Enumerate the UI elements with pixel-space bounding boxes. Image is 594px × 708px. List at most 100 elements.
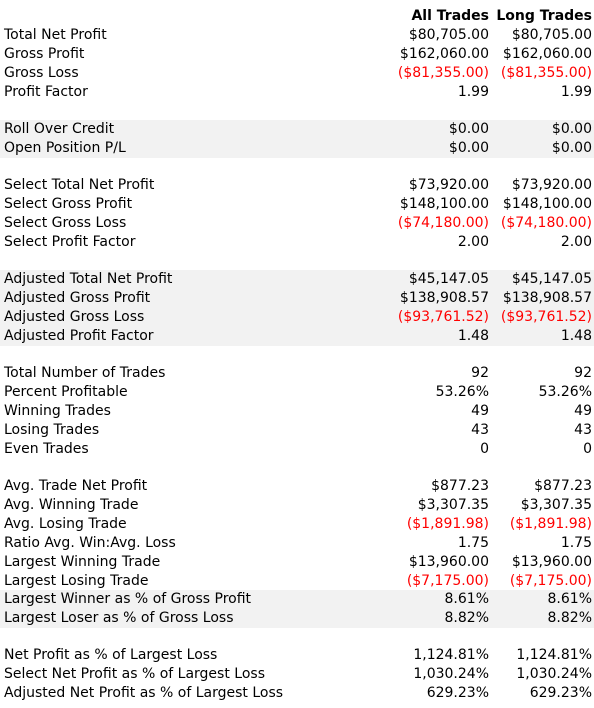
metric-row: Roll Over Credit $0.00 $0.00: [0, 120, 594, 139]
metric-label: Adjusted Net Profit as % of Largest Loss: [4, 685, 284, 701]
metric-label: Select Total Net Profit: [4, 177, 155, 193]
metric-row: Total Net Profit $80,705.00 $80,705.00: [0, 26, 594, 45]
metric-row: Losing Trades 43 43: [0, 421, 594, 440]
long-trades-value: 0: [583, 441, 592, 457]
long-trades-value: ($7,175.00): [509, 573, 592, 589]
long-trades-value: $0.00: [551, 121, 592, 137]
long-trades-value: ($81,355.00): [500, 65, 592, 81]
metric-label: Avg. Losing Trade: [4, 516, 127, 532]
metric-row: Adjusted Total Net Profit $45,147.05 $45,1…: [0, 270, 594, 289]
metric-row: Net Profit as % of Largest Loss 1,124.81%…: [0, 646, 594, 665]
metric-row: Total Number of Trades 92 92: [0, 364, 594, 383]
metric-label: Avg. Winning Trade: [4, 497, 139, 513]
all-trades-value: 1.48: [457, 328, 489, 344]
report-section: Avg. Trade Net Profit $877.23 $877.23 Avg. …: [0, 477, 594, 591]
long-trades-value: 8.82%: [547, 610, 592, 626]
all-trades-value: 53.26%: [435, 384, 489, 400]
metric-row: Avg. Winning Trade $3,307.35 $3,307.35: [0, 496, 594, 515]
all-trades-value: 8.61%: [444, 591, 489, 607]
metric-row: Largest Loser as % of Gross Loss 8.82% 8.8…: [0, 609, 594, 628]
long-trades-value: 1.75: [560, 535, 592, 551]
long-trades-value: $13,960.00: [511, 554, 592, 570]
metric-label: Adjusted Total Net Profit: [4, 271, 173, 287]
long-trades-value: $80,705.00: [511, 27, 592, 43]
metric-row: Select Gross Profit $148,100.00 $148,100.0…: [0, 195, 594, 214]
all-trades-value: 0: [480, 441, 489, 457]
long-trades-value: 49: [574, 403, 592, 419]
all-trades-value: 1,124.81%: [413, 647, 489, 663]
column-header-long-trades: Long Trades: [496, 8, 592, 24]
all-trades-value: 1.99: [457, 84, 489, 100]
metric-row: Select Profit Factor 2.00 2.00: [0, 233, 594, 252]
report-section: Largest Winner as % of Gross Profit 8.61%…: [0, 590, 594, 628]
metric-label: Select Net Profit as % of Largest Loss: [4, 666, 265, 682]
metric-label: Losing Trades: [4, 422, 100, 438]
all-trades-value: ($74,180.00): [397, 215, 489, 231]
long-trades-value: 92: [574, 365, 592, 381]
metric-label: Even Trades: [4, 441, 89, 457]
all-trades-value: 629.23%: [426, 685, 489, 701]
long-trades-value: $45,147.05: [511, 271, 592, 287]
long-trades-value: 1.48: [560, 328, 592, 344]
metric-label: Total Net Profit: [4, 27, 107, 43]
report-section: Adjusted Total Net Profit $45,147.05 $45,1…: [0, 270, 594, 346]
long-trades-value: 8.61%: [547, 591, 592, 607]
metric-label: Largest Loser as % of Gross Loss: [4, 610, 234, 626]
all-trades-value: $80,705.00: [408, 27, 489, 43]
all-trades-value: $138,908.57: [399, 290, 489, 306]
metric-label: Ratio Avg. Win:Avg. Loss: [4, 535, 176, 551]
metric-row: Avg. Trade Net Profit $877.23 $877.23: [0, 477, 594, 496]
all-trades-value: 1,030.24%: [413, 666, 489, 682]
long-trades-value: $162,060.00: [502, 46, 592, 62]
all-trades-value: 49: [471, 403, 489, 419]
long-trades-value: $877.23: [534, 478, 592, 494]
metric-row: Largest Winner as % of Gross Profit 8.61%…: [0, 590, 594, 609]
metric-row: Profit Factor 1.99 1.99: [0, 83, 594, 102]
report-section: Net Profit as % of Largest Loss 1,124.81%…: [0, 646, 594, 703]
long-trades-value: 53.26%: [538, 384, 592, 400]
long-trades-value: ($93,761.52): [500, 309, 592, 325]
metric-row: Adjusted Net Profit as % of Largest Loss…: [0, 684, 594, 703]
metric-row: Largest Winning Trade $13,960.00 $13,960.0…: [0, 553, 594, 572]
metric-label: Adjusted Gross Loss: [4, 309, 145, 325]
all-trades-value: $73,920.00: [408, 177, 489, 193]
long-trades-value: ($1,891.98): [509, 516, 592, 532]
metric-label: Total Number of Trades: [4, 365, 166, 381]
metric-label: Select Gross Loss: [4, 215, 127, 231]
metric-label: Largest Losing Trade: [4, 573, 149, 589]
metric-label: Gross Profit: [4, 46, 85, 62]
metric-label: Largest Winning Trade: [4, 554, 161, 570]
report-section: Roll Over Credit $0.00 $0.00 Open Position …: [0, 120, 594, 158]
all-trades-value: $45,147.05: [408, 271, 489, 287]
metric-label: Largest Winner as % of Gross Profit: [4, 591, 252, 607]
all-trades-value: $148,100.00: [399, 196, 489, 212]
metric-row: Largest Losing Trade ($7,175.00) ($7,175.0…: [0, 572, 594, 591]
long-trades-value: 43: [574, 422, 592, 438]
metric-row: Adjusted Profit Factor 1.48 1.48: [0, 327, 594, 346]
metric-row: Adjusted Gross Profit $138,908.57 $138,908…: [0, 289, 594, 308]
metric-row: Even Trades 0 0: [0, 440, 594, 459]
all-trades-value: 43: [471, 422, 489, 438]
all-trades-value: $3,307.35: [417, 497, 489, 513]
report-section: Select Total Net Profit $73,920.00 $73,920…: [0, 176, 594, 252]
metric-label: Profit Factor: [4, 84, 88, 100]
long-trades-value: 629.23%: [529, 685, 592, 701]
all-trades-value: ($7,175.00): [406, 573, 489, 589]
all-trades-value: $0.00: [448, 140, 489, 156]
metric-label: Avg. Trade Net Profit: [4, 478, 148, 494]
metric-label: Select Gross Profit: [4, 196, 133, 212]
metric-row: Ratio Avg. Win:Avg. Loss 1.75 1.75: [0, 534, 594, 553]
long-trades-value: $3,307.35: [520, 497, 592, 513]
all-trades-value: $0.00: [448, 121, 489, 137]
metric-label: Adjusted Gross Profit: [4, 290, 151, 306]
metric-label: Open Position P/L: [4, 140, 126, 156]
all-trades-value: ($1,891.98): [406, 516, 489, 532]
column-header-all-trades: All Trades: [411, 8, 489, 24]
long-trades-value: 1.99: [560, 84, 592, 100]
report-section: Total Net Profit $80,705.00 $80,705.00 Gros…: [0, 26, 594, 102]
metric-row: Percent Profitable 53.26% 53.26%: [0, 383, 594, 402]
metric-label: Select Profit Factor: [4, 234, 136, 250]
all-trades-value: ($93,761.52): [397, 309, 489, 325]
metric-row: Avg. Losing Trade ($1,891.98) ($1,891.98): [0, 515, 594, 534]
all-trades-value: ($81,355.00): [397, 65, 489, 81]
